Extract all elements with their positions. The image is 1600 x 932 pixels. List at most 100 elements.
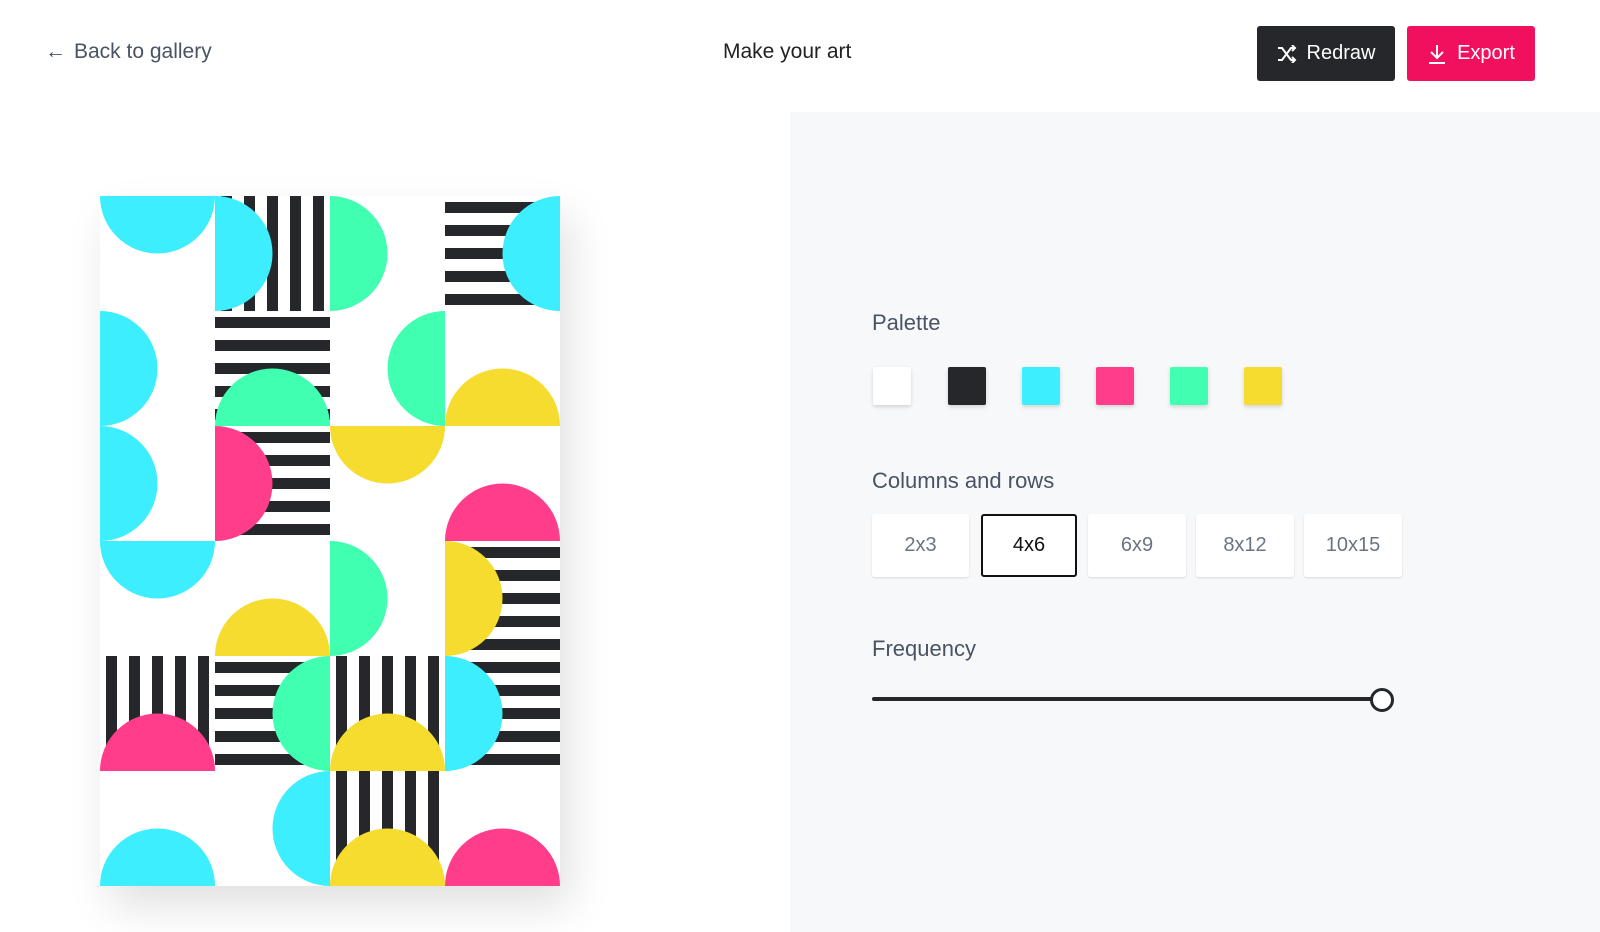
grid-option-2x3[interactable]: 2x3: [872, 514, 969, 577]
palette-swatch[interactable]: [1170, 367, 1208, 405]
palette-swatch[interactable]: [948, 367, 986, 405]
stripe: [175, 656, 186, 771]
palette-swatch[interactable]: [1022, 367, 1060, 405]
art-tile: [100, 828, 215, 886]
art-tile: [215, 196, 324, 311]
export-button[interactable]: Export: [1407, 26, 1535, 81]
art-canvas: [100, 196, 560, 886]
half-circle: [445, 828, 560, 886]
stripe: [405, 656, 416, 771]
stripe: [428, 656, 439, 771]
stripe: [215, 524, 330, 535]
art-tile: [215, 426, 330, 541]
grid-option-6x9[interactable]: 6x9: [1088, 514, 1186, 577]
half-circle: [272, 771, 330, 886]
half-circle: [272, 656, 330, 771]
art-tile: [100, 426, 158, 541]
half-circle: [100, 541, 215, 599]
arrow-left-icon: ←: [45, 40, 66, 63]
art-tile: [387, 311, 445, 426]
grid-option-10x15[interactable]: 10x15: [1304, 514, 1402, 577]
stripe: [445, 271, 560, 282]
art-tile: [100, 196, 215, 254]
half-circle: [100, 426, 158, 541]
grid-option-4x6[interactable]: 4x6: [981, 514, 1077, 577]
stripe: [215, 432, 330, 443]
art-tile: [445, 483, 560, 541]
stripe: [445, 202, 560, 213]
back-label: Back to gallery: [74, 40, 212, 63]
art-tile: [330, 771, 445, 886]
half-circle: [330, 196, 388, 311]
frequency-slider-handle[interactable]: [1370, 688, 1394, 712]
frequency-slider-track[interactable]: [872, 697, 1382, 701]
half-circle: [100, 713, 215, 771]
stripe: [359, 656, 370, 771]
stripe: [445, 616, 560, 627]
export-label: Export: [1457, 42, 1515, 64]
stripe: [445, 547, 560, 558]
stripe: [215, 340, 330, 351]
half-circle: [330, 426, 445, 484]
stripe: [313, 196, 324, 311]
redraw-button[interactable]: Redraw: [1257, 26, 1395, 81]
stripe: [290, 196, 301, 311]
stripe: [428, 771, 439, 886]
art-tile: [100, 311, 158, 426]
half-circle: [215, 196, 273, 311]
stripe: [215, 662, 330, 673]
art-tile: [100, 656, 215, 771]
stripe: [336, 656, 347, 771]
palette-swatch[interactable]: [873, 367, 911, 405]
stripe: [445, 639, 560, 650]
stripe: [215, 754, 330, 765]
art-tile: [445, 656, 560, 771]
stripe: [336, 771, 347, 886]
palette-swatch[interactable]: [1096, 367, 1134, 405]
half-circle: [445, 656, 503, 771]
stripe: [215, 685, 330, 696]
art-tile: [330, 196, 388, 311]
shuffle-icon: [1277, 44, 1296, 63]
back-to-gallery-link[interactable]: ← Back to gallery: [45, 40, 212, 64]
half-circle: [100, 196, 215, 254]
half-circle: [330, 828, 445, 886]
stripe: [445, 754, 560, 765]
art-tile: [215, 656, 330, 771]
palette-label: Palette: [872, 310, 941, 335]
stripe: [215, 501, 330, 512]
art-tile: [445, 368, 560, 426]
redraw-label: Redraw: [1306, 42, 1376, 64]
half-circle: [445, 368, 560, 426]
stripe: [445, 662, 560, 673]
half-circle: [445, 483, 560, 541]
grid-option-8x12[interactable]: 8x12: [1196, 514, 1294, 577]
stripe: [445, 225, 560, 236]
stripe: [445, 731, 560, 742]
art-tile: [215, 317, 330, 426]
half-circle: [100, 311, 158, 426]
half-circle: [215, 368, 330, 426]
half-circle: [215, 426, 273, 541]
art-tile: [330, 656, 445, 771]
stripe: [129, 656, 140, 771]
stripe: [445, 294, 560, 305]
half-circle: [330, 713, 445, 771]
art-tile: [215, 598, 330, 656]
art-tile: [100, 541, 215, 599]
art-tile: [445, 828, 560, 886]
download-icon: [1429, 44, 1446, 64]
half-circle: [100, 828, 215, 886]
stripe: [445, 685, 560, 696]
stripe: [198, 656, 209, 771]
stripe: [215, 731, 330, 742]
palette-swatch[interactable]: [1244, 367, 1282, 405]
stripe: [215, 317, 330, 328]
stripe: [106, 656, 117, 771]
stripe: [359, 771, 370, 886]
art-tile: [445, 196, 560, 311]
stripe: [405, 771, 416, 886]
stripe: [215, 455, 330, 466]
art-tile: [445, 541, 560, 656]
half-circle: [387, 311, 445, 426]
